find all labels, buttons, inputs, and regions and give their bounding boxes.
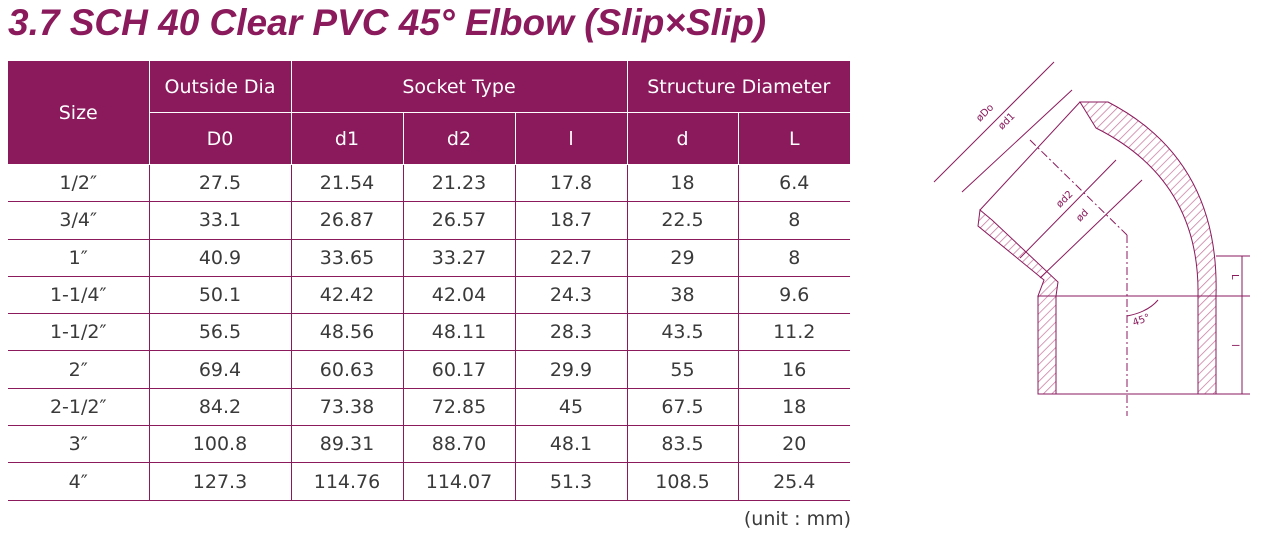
header-d2: d2 [402,112,516,165]
size-cell: 1/2″ [8,163,150,203]
elbow-diagram: øDo ød1 ød2 ød 45° L l [933,61,1250,416]
header-socket-type: Socket Type [290,60,628,113]
value-cell: 28.3 [514,313,628,352]
value-cell: 6.4 [737,163,851,203]
header-structure-diameter: Structure Diameter [626,60,851,113]
table-row: 4″ 127.3 114.76 114.07 51.3 108.5 25.4 [8,462,851,501]
lower-right-wall [1197,295,1217,395]
label-l: l [1229,344,1240,347]
value-cell: 127.3 [148,462,292,501]
lower-left-wall [1037,295,1057,395]
value-cell: 18 [737,387,851,427]
value-cell: 26.57 [402,201,516,240]
size-cell: 1-1/2″ [8,313,150,352]
label-d1: ød1 [996,111,1017,132]
size-cell: 3/4″ [8,201,150,240]
value-cell: 22.5 [626,201,739,240]
value-cell: 100.8 [148,425,292,464]
value-cell: 50.1 [148,275,292,315]
value-cell: 48.1 [514,425,628,464]
value-cell: 89.31 [290,425,404,464]
value-cell: 8 [737,201,851,240]
table-row: 1-1/4″ 50.1 42.42 42.04 24.3 38 9.6 [8,275,851,315]
value-cell: 40.9 [148,238,292,277]
size-cell: 3″ [8,425,150,464]
value-cell: 21.54 [290,163,404,203]
value-cell: 72.85 [402,387,516,427]
spec-table: Size Outside Dia Socket Type Structure D… [8,60,851,501]
header-outside-dia: Outside Dia [148,60,292,113]
value-cell: 83.5 [626,425,739,464]
size-cell: 1″ [8,238,150,277]
value-cell: 18.7 [514,201,628,240]
inner-angled-wall [977,209,1059,297]
value-cell: 43.5 [626,313,739,352]
value-cell: 16 [737,350,851,389]
size-cell: 4″ [8,462,150,501]
value-cell: 18 [626,163,739,203]
value-cell: 67.5 [626,387,739,427]
value-cell: 114.07 [402,462,516,501]
label-L: L [1229,274,1240,280]
label-d: ød [1074,208,1091,225]
value-cell: 48.56 [290,313,404,352]
table-row: 2″ 69.4 60.63 60.17 29.9 55 16 [8,350,851,389]
header-l: l [514,112,628,165]
value-cell: 26.87 [290,201,404,240]
value-cell: 51.3 [514,462,628,501]
table-body: 1/2″ 27.5 21.54 21.23 17.8 18 6.4 3/4″ 33.1 26.87… [8,163,851,501]
table-row: 1-1/2″ 56.5 48.56 48.11 28.3 43.5 11.2 [8,313,851,352]
value-cell: 17.8 [514,163,628,203]
value-cell: 38 [626,275,739,315]
value-cell: 33.1 [148,201,292,240]
header-size: Size [8,60,150,165]
table-row: 2-1/2″ 84.2 73.38 72.85 45 67.5 18 [8,387,851,427]
outer-curve-wall [1079,101,1217,297]
value-cell: 24.3 [514,275,628,315]
value-cell: 22.7 [514,238,628,277]
value-cell: 11.2 [737,313,851,352]
header-L: L [737,112,851,165]
size-cell: 2″ [8,350,150,389]
value-cell: 9.6 [737,275,851,315]
header-d1: d1 [290,112,404,165]
value-cell: 21.23 [402,163,516,203]
page-title: 3.7 SCH 40 Clear PVC 45° Elbow (Slip×Sli… [8,2,767,43]
table-row: 3/4″ 33.1 26.87 26.57 18.7 22.5 8 [8,201,851,240]
value-cell: 27.5 [148,163,292,203]
table-row: 1″ 40.9 33.65 33.27 22.7 29 8 [8,238,851,277]
value-cell: 69.4 [148,350,292,389]
value-cell: 73.38 [290,387,404,427]
value-cell: 84.2 [148,387,292,427]
value-cell: 33.65 [290,238,404,277]
value-cell: 29.9 [514,350,628,389]
header-d: d [626,112,739,165]
size-cell: 1-1/4″ [8,275,150,315]
label-angle: 45° [1131,312,1151,328]
value-cell: 33.27 [402,238,516,277]
table-row: 3″ 100.8 89.31 88.70 48.1 83.5 20 [8,425,851,464]
value-cell: 25.4 [737,462,851,501]
value-cell: 108.5 [626,462,739,501]
label-do: øDo [974,102,996,124]
value-cell: 42.42 [290,275,404,315]
table-row: 1/2″ 27.5 21.54 21.23 17.8 18 6.4 [8,163,851,203]
value-cell: 20 [737,425,851,464]
value-cell: 42.04 [402,275,516,315]
value-cell: 60.17 [402,350,516,389]
value-cell: 60.63 [290,350,404,389]
value-cell: 29 [626,238,739,277]
value-cell: 114.76 [290,462,404,501]
value-cell: 45 [514,387,628,427]
unit-note: (unit : mm) [743,508,851,530]
value-cell: 88.70 [402,425,516,464]
value-cell: 48.11 [402,313,516,352]
value-cell: 55 [626,350,739,389]
value-cell: 8 [737,238,851,277]
label-d2: ød2 [1054,189,1075,210]
size-cell: 2-1/2″ [8,387,150,427]
header-D0: D0 [149,112,292,165]
value-cell: 56.5 [148,313,292,352]
